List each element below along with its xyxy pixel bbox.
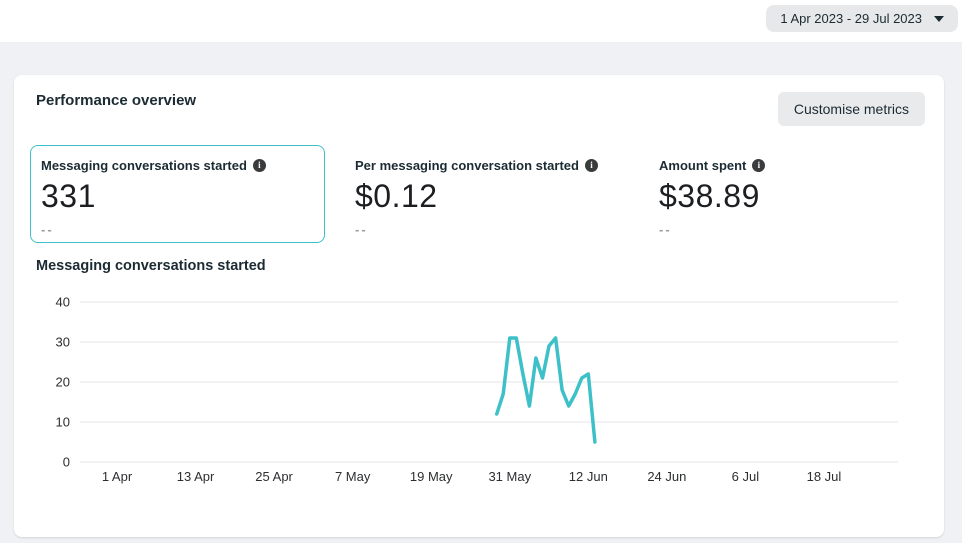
info-icon[interactable]: [752, 159, 766, 172]
info-icon[interactable]: [252, 159, 266, 172]
metric-value: $38.89: [659, 178, 760, 214]
performance-overview-panel: Performance overview Customise metrics M…: [14, 75, 944, 537]
svg-text:31 May: 31 May: [488, 469, 531, 484]
metric-value: 331: [41, 178, 96, 214]
metric-subvalue: --: [41, 222, 54, 237]
svg-text:6 Jul: 6 Jul: [732, 469, 760, 484]
date-range-selector[interactable]: 1 Apr 2023 - 29 Jul 2023: [766, 5, 958, 32]
chevron-down-icon: [934, 15, 944, 22]
svg-text:25 Apr: 25 Apr: [255, 469, 293, 484]
panel-title: Performance overview: [36, 92, 197, 109]
svg-text:24 Jun: 24 Jun: [647, 469, 686, 484]
metric-subvalue: --: [355, 222, 368, 237]
svg-text:30: 30: [56, 335, 70, 350]
metric-label: Amount spent: [659, 158, 747, 173]
customise-metrics-button[interactable]: Customise metrics: [777, 92, 925, 126]
metric-card-per-conversation-cost[interactable]: Per messaging conversation started $0.12…: [344, 145, 639, 243]
svg-text:19 May: 19 May: [410, 469, 453, 484]
svg-text:40: 40: [56, 295, 70, 310]
metric-label: Per messaging conversation started: [355, 158, 579, 173]
svg-text:13 Apr: 13 Apr: [177, 469, 215, 484]
svg-text:7 May: 7 May: [335, 469, 371, 484]
metric-card-messaging-conversations[interactable]: Messaging conversations started 331 --: [30, 145, 325, 243]
chart-title: Messaging conversations started: [36, 258, 266, 274]
info-icon[interactable]: [584, 159, 598, 172]
metric-subvalue: --: [659, 222, 672, 237]
top-bar: 1 Apr 2023 - 29 Jul 2023: [0, 0, 962, 42]
svg-text:1 Apr: 1 Apr: [102, 469, 133, 484]
svg-text:18 Jul: 18 Jul: [807, 469, 842, 484]
metric-card-amount-spent[interactable]: Amount spent $38.89 --: [648, 145, 943, 243]
metric-label: Messaging conversations started: [41, 158, 247, 173]
date-range-label: 1 Apr 2023 - 29 Jul 2023: [780, 11, 922, 26]
metric-value: $0.12: [355, 178, 438, 214]
conversations-line-chart: 0 10 20 30 40 1 Apr 13 Apr 25 Apr 7 May 19 May 31 …: [56, 295, 898, 484]
svg-text:12 Jun: 12 Jun: [569, 469, 608, 484]
svg-text:20: 20: [56, 375, 70, 390]
svg-text:10: 10: [56, 415, 70, 430]
svg-text:0: 0: [63, 455, 70, 470]
